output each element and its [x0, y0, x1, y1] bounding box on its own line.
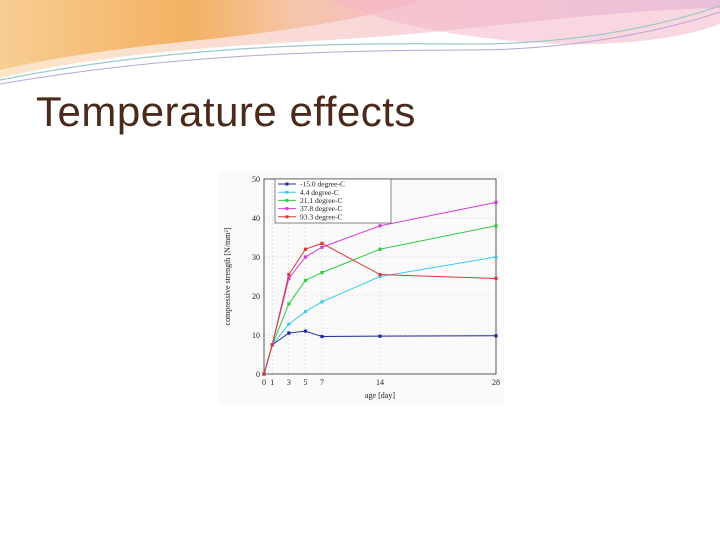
legend-label: 37.8 degree-C	[300, 204, 342, 213]
data-point	[494, 224, 498, 228]
data-point	[287, 272, 291, 277]
x-axis-label: age [day]	[365, 391, 395, 400]
series-group	[262, 200, 498, 376]
data-point	[378, 334, 382, 338]
data-point	[303, 278, 308, 282]
data-point	[378, 224, 382, 228]
data-point	[303, 329, 308, 333]
data-point	[287, 302, 291, 306]
y-tick-label: 40	[252, 214, 260, 223]
x-tick-label: 28	[492, 378, 500, 387]
data-point	[320, 241, 324, 245]
x-tick-label: 7	[320, 378, 324, 387]
data-point	[378, 272, 382, 277]
data-point	[320, 334, 324, 339]
legend-label: 93.3 degree-C	[300, 212, 342, 221]
legend-marker	[285, 190, 289, 194]
x-tick-label: 14	[376, 378, 384, 387]
legend-label: -15.0 degree-C	[300, 180, 345, 189]
data-point	[270, 343, 274, 347]
y-tick-label: 20	[252, 292, 260, 301]
data-point	[303, 310, 308, 314]
data-point	[494, 255, 498, 259]
data-point	[494, 200, 498, 204]
data-point	[320, 245, 324, 249]
data-point	[287, 322, 291, 326]
x-tick-label: 1	[270, 378, 274, 387]
y-tick-label: 0	[256, 370, 260, 379]
legend-marker	[285, 215, 289, 219]
data-point	[303, 247, 308, 251]
legend-marker	[285, 182, 289, 186]
data-point	[303, 255, 308, 259]
chart-container: 0 10 20 30 40 50 0 1 3 5 7 14 28 -15.0 degree-C 4.4 d…	[218, 172, 504, 404]
data-point	[320, 300, 324, 304]
x-tick-label: 5	[303, 378, 307, 387]
slide-title: Temperature effects	[36, 88, 416, 135]
y-tick-label: 50	[252, 175, 260, 184]
legend-box	[274, 178, 392, 224]
data-point	[287, 276, 291, 281]
data-point	[262, 372, 266, 376]
header-banner-decoration	[0, 0, 720, 85]
data-point	[494, 334, 498, 338]
y-axis-label: compressive strength [N/mm²]	[223, 227, 232, 325]
legend-label: 4.4 degree-C	[300, 188, 339, 197]
x-tick-label: 0	[262, 378, 266, 387]
data-point	[320, 271, 324, 275]
x-tick-label: 3	[287, 378, 291, 387]
y-tick-label: 30	[252, 253, 260, 262]
legend-label: 21.1 degree-C	[300, 196, 342, 205]
data-point	[494, 276, 498, 281]
data-point	[378, 247, 382, 251]
legend-marker	[285, 207, 289, 211]
series-4	[262, 241, 498, 376]
y-tick-label: 10	[252, 331, 260, 340]
legend: -15.0 degree-C4.4 degree-C21.1 degree-C3…	[274, 178, 392, 224]
legend-marker	[285, 198, 289, 202]
data-point	[287, 331, 291, 335]
data-point	[378, 274, 382, 279]
